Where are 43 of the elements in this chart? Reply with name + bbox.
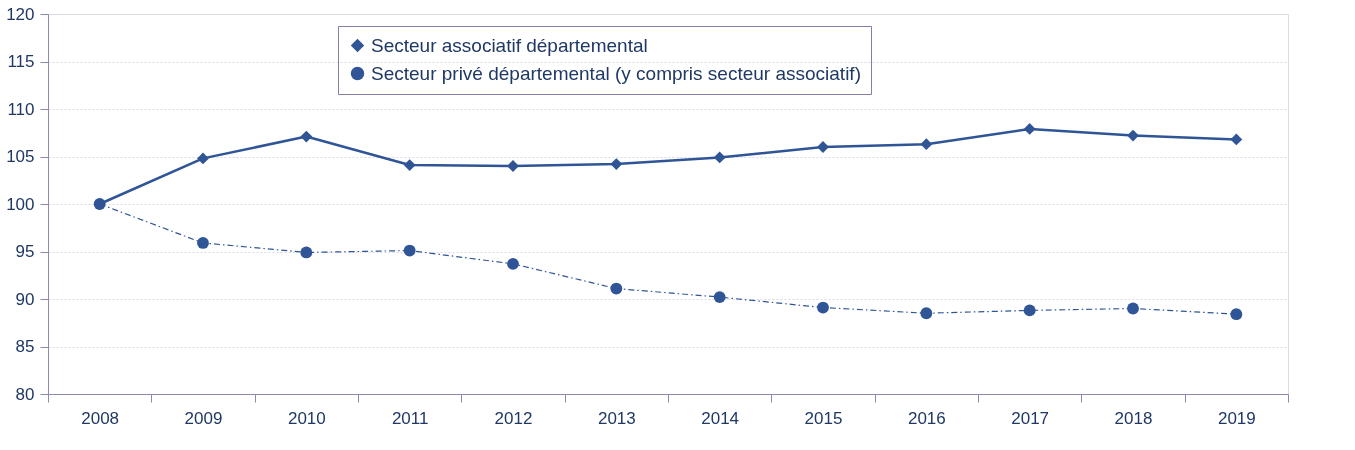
point [610, 282, 623, 295]
point [817, 301, 829, 314]
x-tick-label: 2012 [494, 408, 533, 428]
y-tick-label: 110 [7, 99, 35, 119]
x-tick-label: 2010 [287, 408, 326, 428]
point [920, 138, 933, 151]
x-tick-label: 2014 [701, 408, 740, 428]
point [713, 151, 726, 164]
x-tick-label: 2011 [391, 408, 429, 428]
point [920, 307, 933, 320]
x-tick-label: 2013 [597, 408, 636, 428]
x-tick-label: 2018 [1114, 408, 1153, 428]
x-tick-label: 2009 [184, 408, 223, 428]
point [197, 152, 209, 165]
x-tick-label: 2015 [804, 408, 843, 428]
legend-label: Secteur privé départemental (y compris secteur associatif) [371, 62, 861, 84]
legend-label: Secteur associatif départemental [371, 34, 648, 56]
point [713, 291, 726, 303]
y-tick-label: 90 [15, 289, 35, 309]
y-tick-label: 105 [6, 147, 35, 166]
point [1023, 123, 1036, 135]
x-tick-label: 2016 [907, 408, 946, 428]
x-tick-label: 2008 [81, 408, 120, 428]
point [1230, 133, 1243, 146]
x-tick-label: 2017 [1011, 408, 1050, 428]
point [1230, 308, 1243, 321]
y-tick-label: 115 [7, 52, 35, 71]
point [300, 246, 313, 259]
point [403, 159, 416, 171]
y-tick-label: 95 [15, 242, 35, 261]
point [197, 237, 209, 249]
y-tick-label: 85 [15, 337, 35, 356]
point [610, 158, 623, 171]
y-tick-label: 120 [6, 4, 35, 24]
point [1023, 304, 1036, 317]
point [300, 130, 313, 143]
y-tick-label: 80 [15, 384, 35, 404]
point [1127, 129, 1139, 142]
point [507, 257, 519, 270]
x-tick-label: 2019 [1217, 408, 1256, 428]
point [1127, 302, 1139, 315]
y-tick-label: 100 [6, 194, 35, 214]
point [403, 244, 416, 257]
